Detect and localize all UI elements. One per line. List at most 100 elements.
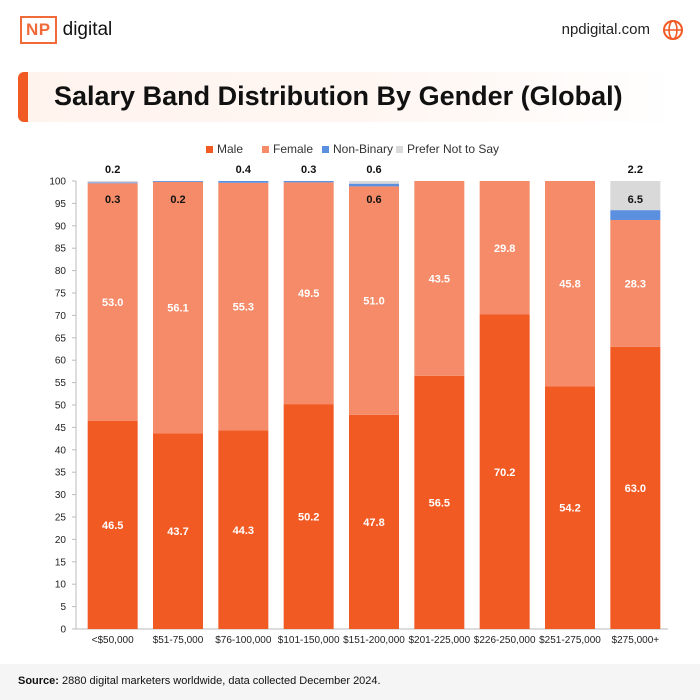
legend-swatch-1 bbox=[262, 146, 269, 153]
legend-label-2: Non-Binary bbox=[333, 142, 393, 156]
y-tick-label: 35 bbox=[55, 468, 67, 479]
x-tick-label: <$50,000 bbox=[92, 635, 134, 646]
data-label-male: 44.3 bbox=[233, 525, 254, 537]
y-tick-label: 80 bbox=[55, 266, 67, 277]
bar-female-8 bbox=[610, 219, 661, 347]
title-accent-bar bbox=[18, 72, 28, 122]
y-tick-label: 10 bbox=[55, 580, 67, 591]
x-tick-label: $76-100,000 bbox=[215, 635, 272, 646]
legend-swatch-3 bbox=[396, 146, 403, 153]
x-tick-label: $226-250,000 bbox=[474, 635, 536, 646]
bar-female-4 bbox=[349, 186, 399, 415]
title-band: Salary Band Distribution By Gender (Glob… bbox=[18, 72, 682, 122]
x-tick-label: $151-200,000 bbox=[343, 635, 405, 646]
header: NP digital npdigital.com bbox=[0, 0, 700, 62]
source-label: Source: bbox=[18, 675, 59, 687]
bar-non-binary-3 bbox=[283, 181, 334, 183]
y-tick-label: 95 bbox=[55, 199, 67, 210]
legend-swatch-2 bbox=[322, 146, 329, 153]
bar-male-3 bbox=[283, 404, 334, 629]
data-label-top: 2.2 bbox=[628, 164, 643, 176]
legend-label-1: Female bbox=[273, 142, 313, 156]
bar-female-6 bbox=[479, 181, 530, 315]
stacked-bar-chart: Male Female Non-Binary Prefer Not to Say 0 5 1… bbox=[49, 142, 668, 646]
bar-female-0 bbox=[87, 183, 138, 421]
data-label-male: 43.7 bbox=[167, 526, 188, 538]
y-tick-label: 70 bbox=[55, 311, 67, 322]
bar-male-6 bbox=[479, 314, 530, 629]
bar-non-binary-1 bbox=[153, 181, 203, 182]
bar-prefer-not-to-say-0 bbox=[87, 181, 138, 183]
y-tick-label: 40 bbox=[55, 445, 67, 456]
data-label-female: 29.8 bbox=[494, 243, 515, 255]
data-label-top: 0.6 bbox=[366, 164, 381, 176]
y-tick-label: 0 bbox=[60, 625, 66, 636]
y-tick-label: 45 bbox=[55, 423, 67, 434]
y-tick-label: 85 bbox=[55, 244, 67, 255]
x-tick-label: $101-150,000 bbox=[278, 635, 340, 646]
y-tick-label: 55 bbox=[55, 378, 67, 389]
legend-swatch-0 bbox=[206, 146, 213, 153]
bar-female-7 bbox=[545, 181, 595, 387]
data-label-male: 70.2 bbox=[494, 467, 515, 479]
data-label-inner: 0.6 bbox=[366, 194, 381, 206]
bar-male-0 bbox=[87, 420, 138, 629]
bar-male-5 bbox=[414, 375, 465, 629]
data-label-female: 53.0 bbox=[102, 297, 123, 309]
bar-non-binary-0 bbox=[87, 182, 138, 184]
data-label-female: 49.5 bbox=[298, 288, 319, 300]
y-tick-label: 30 bbox=[55, 490, 67, 501]
data-label-top: 0.4 bbox=[236, 164, 252, 176]
y-tick-label: 65 bbox=[55, 333, 67, 344]
y-tick-label: 5 bbox=[60, 602, 66, 613]
logo-mark: NP bbox=[20, 16, 57, 44]
site-url[interactable]: npdigital.com bbox=[561, 21, 650, 38]
data-label-female: 43.5 bbox=[429, 273, 450, 285]
data-label-female: 55.3 bbox=[233, 302, 254, 314]
bar-male-8 bbox=[610, 346, 661, 629]
bar-non-binary-2 bbox=[218, 181, 269, 183]
logo-word: digital bbox=[62, 19, 113, 40]
data-label-male: 46.5 bbox=[102, 520, 123, 532]
y-tick-label: 50 bbox=[55, 401, 67, 412]
x-tick-label: $275,000+ bbox=[612, 635, 660, 646]
data-label-female: 28.3 bbox=[625, 278, 646, 290]
bar-female-2 bbox=[218, 182, 269, 431]
y-tick-label: 25 bbox=[55, 513, 67, 524]
data-label-female: 56.1 bbox=[167, 303, 188, 315]
globe-icon bbox=[663, 20, 683, 40]
data-label-male: 56.5 bbox=[429, 497, 450, 509]
legend-label-0: Male bbox=[217, 142, 243, 156]
data-label-female: 45.8 bbox=[559, 279, 580, 291]
y-tick-label: 60 bbox=[55, 356, 67, 367]
bar-prefer-not-to-say-8 bbox=[610, 181, 661, 211]
data-label-top: 0.3 bbox=[301, 164, 316, 176]
x-tick-label: $251-275,000 bbox=[539, 635, 601, 646]
y-tick-label: 100 bbox=[49, 177, 66, 188]
data-label-male: 63.0 bbox=[625, 483, 646, 495]
bar-female-5 bbox=[414, 181, 465, 376]
source-note: Source: 2880 digital marketers worldwide… bbox=[18, 675, 381, 687]
legend-label-3: Prefer Not to Say bbox=[407, 142, 499, 156]
bar-non-binary-8 bbox=[610, 210, 661, 220]
data-label-top: 0.2 bbox=[105, 164, 120, 176]
x-tick-label: $201-225,000 bbox=[408, 635, 470, 646]
data-label-male: 50.2 bbox=[298, 512, 319, 524]
bar-male-4 bbox=[349, 414, 399, 629]
source-text: 2880 digital marketers worldwide, data c… bbox=[62, 675, 381, 687]
footer: Source: 2880 digital marketers worldwide… bbox=[0, 664, 700, 700]
y-tick-label: 15 bbox=[55, 557, 67, 568]
bar-male-1 bbox=[153, 433, 203, 629]
bar-non-binary-4 bbox=[349, 183, 399, 187]
page-title: Salary Band Distribution By Gender (Glob… bbox=[54, 81, 623, 111]
data-label-inner: 0.2 bbox=[170, 194, 185, 206]
bar-prefer-not-to-say-4 bbox=[349, 181, 399, 184]
y-tick-label: 75 bbox=[55, 289, 67, 300]
bar-male-7 bbox=[545, 386, 595, 629]
y-tick-label: 20 bbox=[55, 535, 67, 546]
bar-female-3 bbox=[283, 182, 334, 405]
data-label-male: 54.2 bbox=[559, 503, 580, 515]
np-digital-logo[interactable]: NP digital bbox=[20, 16, 112, 44]
bar-female-1 bbox=[153, 181, 203, 434]
data-label-male: 47.8 bbox=[363, 517, 384, 529]
